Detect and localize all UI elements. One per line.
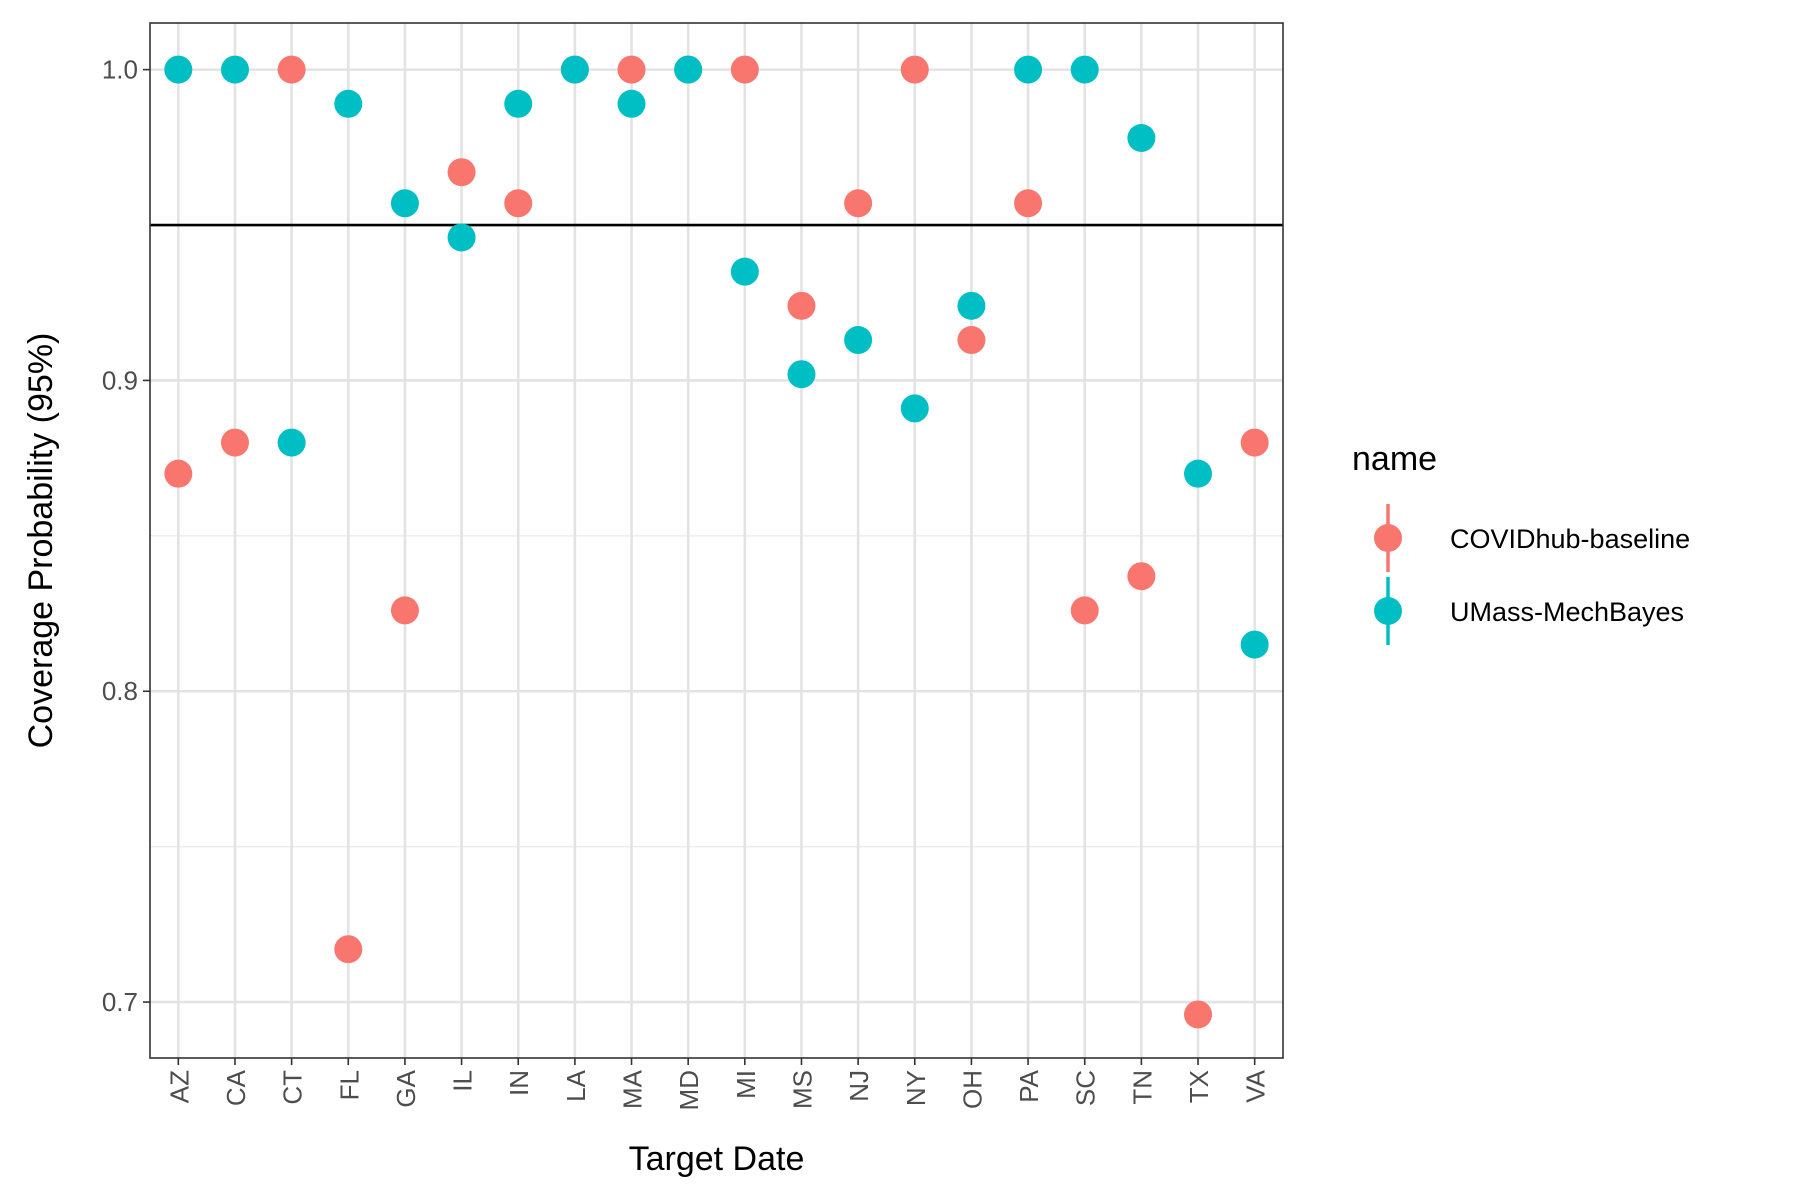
point-covidhub-baseline-ct — [277, 55, 306, 84]
x-tick-label: NY — [901, 1070, 931, 1106]
legend-item: UMass-MechBayes — [1374, 577, 1684, 645]
x-tick-label: CA — [221, 1069, 251, 1106]
point-umass-mechbayes-ct — [277, 428, 306, 457]
point-covidhub-baseline-sc — [1070, 596, 1099, 625]
point-umass-mechbayes-ca — [220, 55, 249, 84]
point-umass-mechbayes-nj — [844, 326, 873, 355]
y-axis-title: Coverage Probability (95%) — [22, 333, 60, 749]
y-tick-label: 0.8 — [102, 676, 138, 706]
legend-key-point — [1374, 524, 1402, 552]
legend-key-point — [1374, 597, 1402, 625]
x-tick-label: GA — [391, 1069, 421, 1107]
legend-title: name — [1352, 440, 1437, 478]
y-tick-label: 1.0 — [102, 55, 138, 85]
x-tick-label: IL — [448, 1070, 478, 1092]
x-tick-label: MI — [731, 1070, 761, 1099]
x-tick-label: LA — [561, 1069, 591, 1101]
point-umass-mechbayes-oh — [957, 291, 986, 320]
x-axis: AZ CA CT FL GA IL IN LA MA MD MI MS NJ NY OH PA SC TN TX VA — [164, 1058, 1271, 1110]
legend: name COVIDhub-baseline UMass-MechBayes — [1352, 440, 1690, 645]
grid-lines — [150, 23, 1283, 1058]
x-axis-title: Target Date — [629, 1140, 805, 1178]
x-tick-label: CT — [278, 1070, 308, 1105]
x-tick-label: VA — [1241, 1069, 1271, 1102]
x-tick-label: NJ — [844, 1070, 874, 1102]
legend-label: COVIDhub-baseline — [1450, 524, 1690, 554]
data-points — [164, 55, 1269, 1029]
legend-items: COVIDhub-baseline UMass-MechBayes — [1374, 504, 1690, 645]
point-covidhub-baseline-tx — [1184, 1000, 1213, 1029]
point-umass-mechbayes-mi — [730, 257, 759, 286]
point-umass-mechbayes-ma — [617, 89, 646, 118]
point-umass-mechbayes-fl — [334, 89, 363, 118]
y-tick-label: 0.9 — [102, 365, 138, 395]
point-umass-mechbayes-tx — [1184, 459, 1213, 488]
point-covidhub-baseline-in — [504, 189, 533, 218]
legend-label: UMass-MechBayes — [1450, 597, 1684, 627]
x-tick-label: TN — [1127, 1070, 1157, 1105]
x-tick-label: MA — [618, 1069, 648, 1109]
point-covidhub-baseline-ga — [390, 596, 419, 625]
point-umass-mechbayes-az — [164, 55, 193, 84]
x-tick-label: MD — [674, 1070, 704, 1110]
point-umass-mechbayes-va — [1240, 630, 1269, 659]
point-umass-mechbayes-il — [447, 223, 476, 252]
y-tick-label: 0.7 — [102, 987, 138, 1017]
point-covidhub-baseline-ma — [617, 55, 646, 84]
panel-border — [149, 22, 1284, 1059]
point-covidhub-baseline-mi — [730, 55, 759, 84]
point-umass-mechbayes-ny — [900, 394, 929, 423]
point-covidhub-baseline-ca — [220, 428, 249, 457]
x-tick-label: SC — [1071, 1070, 1101, 1106]
legend-item: COVIDhub-baseline — [1374, 504, 1690, 572]
point-covidhub-baseline-va — [1240, 428, 1269, 457]
x-tick-label: OH — [957, 1070, 987, 1109]
point-umass-mechbayes-pa — [1014, 55, 1043, 84]
point-covidhub-baseline-az — [164, 459, 193, 488]
point-covidhub-baseline-nj — [844, 189, 873, 218]
x-tick-label: PA — [1014, 1069, 1044, 1102]
point-covidhub-baseline-ny — [900, 55, 929, 84]
point-umass-mechbayes-md — [674, 55, 703, 84]
x-tick-label: FL — [334, 1070, 364, 1100]
x-tick-label: MS — [787, 1070, 817, 1109]
point-covidhub-baseline-pa — [1014, 189, 1043, 218]
y-axis: 0.7 0.8 0.9 1.0 — [102, 55, 150, 1017]
x-tick-label: AZ — [164, 1070, 194, 1103]
point-umass-mechbayes-ga — [390, 189, 419, 218]
point-covidhub-baseline-tn — [1127, 562, 1156, 591]
x-tick-label: TX — [1184, 1070, 1214, 1103]
point-covidhub-baseline-ms — [787, 291, 816, 320]
point-covidhub-baseline-oh — [957, 326, 986, 355]
point-umass-mechbayes-sc — [1070, 55, 1099, 84]
point-umass-mechbayes-ms — [787, 360, 816, 389]
x-tick-label: IN — [504, 1070, 534, 1096]
point-umass-mechbayes-in — [504, 89, 533, 118]
point-umass-mechbayes-la — [560, 55, 589, 84]
point-umass-mechbayes-tn — [1127, 124, 1156, 152]
point-covidhub-baseline-fl — [334, 935, 363, 964]
point-covidhub-baseline-il — [447, 158, 476, 187]
